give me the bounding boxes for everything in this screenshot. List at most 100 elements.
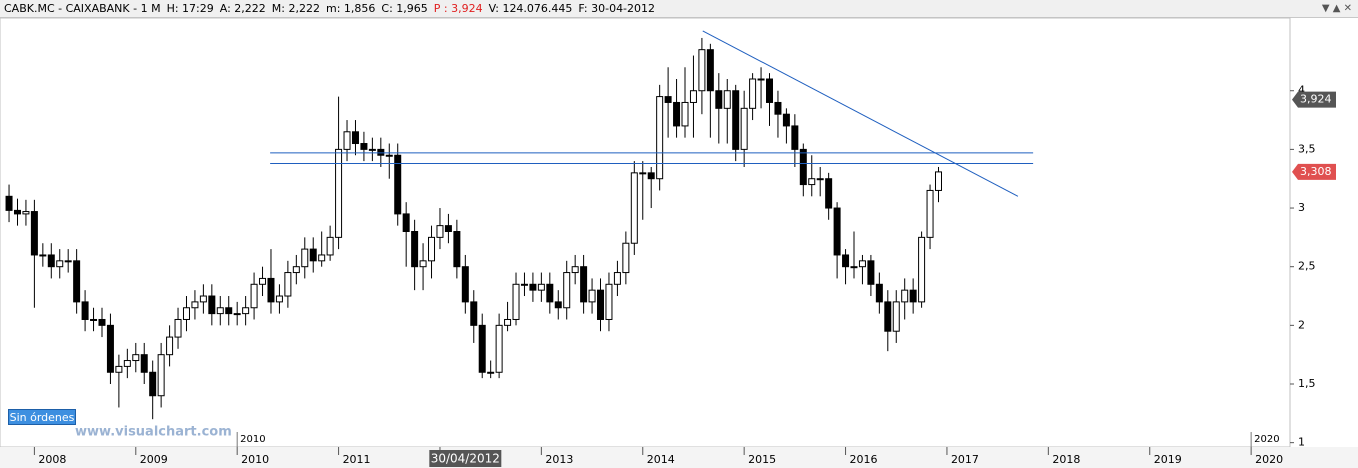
y-tick-label: 1 xyxy=(1298,436,1305,449)
candle-body xyxy=(782,113,790,127)
price-tag xyxy=(1292,91,1336,108)
candle-body xyxy=(453,231,461,268)
y-tick-label: 2,5 xyxy=(1298,260,1316,273)
candle-body xyxy=(428,236,436,262)
candle-body xyxy=(309,248,317,262)
candle-body xyxy=(470,301,478,326)
y-tick-label: 3 xyxy=(1298,201,1305,214)
candle-body xyxy=(613,272,621,285)
y-tick-label: 2 xyxy=(1298,318,1305,331)
candle-body xyxy=(250,283,258,309)
candle-body xyxy=(689,90,697,103)
candle-body xyxy=(419,260,427,268)
header-field: V: 124.076.445 xyxy=(488,2,573,15)
candle-body xyxy=(630,172,638,244)
candle-body xyxy=(571,266,579,274)
x-tick-label: 2014 xyxy=(647,453,675,466)
y-tick-label: 4 xyxy=(1298,84,1305,97)
candle-body xyxy=(360,143,368,150)
candle-body xyxy=(351,131,359,145)
x-tick-label: 2013 xyxy=(545,453,573,466)
candle-body xyxy=(563,272,571,309)
candle-body xyxy=(157,354,165,397)
candle-body xyxy=(284,272,292,297)
candle-body xyxy=(377,148,385,156)
candle-body xyxy=(706,49,714,92)
candle-body xyxy=(191,301,199,309)
price-tag-label: 3,308 xyxy=(1300,165,1332,178)
x-tick-label: 2015 xyxy=(748,453,776,466)
candle-body xyxy=(892,301,900,332)
candle-body xyxy=(622,242,630,274)
candle-body xyxy=(368,148,376,151)
candle-body xyxy=(140,354,148,373)
x-tick-label: 2020 xyxy=(1255,453,1283,466)
y-tick-label: 3,5 xyxy=(1298,142,1316,155)
candle-body xyxy=(123,360,131,367)
candle-body xyxy=(520,283,528,286)
candle-body xyxy=(436,225,444,238)
candle-body xyxy=(791,125,799,150)
orders-button[interactable]: Sin órdenes xyxy=(8,409,76,425)
candle-body xyxy=(909,289,917,303)
marker-label: 2010 xyxy=(240,434,265,445)
candle-body xyxy=(259,277,267,285)
candle-body xyxy=(242,307,250,315)
candle-body xyxy=(444,225,452,232)
candle-body xyxy=(216,307,224,315)
candle-body xyxy=(166,336,174,356)
x-tick-label: 2017 xyxy=(951,453,979,466)
candle-body xyxy=(766,78,774,103)
candle-body xyxy=(478,324,486,373)
candle-body xyxy=(81,301,89,320)
marker-label: 2020 xyxy=(1254,434,1279,445)
candle-body xyxy=(816,178,824,181)
candle-body xyxy=(588,289,596,303)
candle-body xyxy=(495,324,503,373)
candle-body xyxy=(808,178,816,186)
candle-body xyxy=(385,154,393,157)
candle-body xyxy=(98,318,106,326)
x-tick-label: 2011 xyxy=(343,453,371,466)
candle-body xyxy=(64,260,72,263)
candle-body xyxy=(850,266,858,269)
candle-body xyxy=(487,371,495,374)
candle-body xyxy=(554,301,562,309)
x-tick-label: 2009 xyxy=(140,453,168,466)
x-tick-label: 2016 xyxy=(850,453,878,466)
candle-body xyxy=(926,189,934,238)
candle-body xyxy=(867,260,875,285)
candle-body xyxy=(106,324,114,373)
candle-body xyxy=(639,172,647,175)
candle-body xyxy=(918,236,926,303)
header-field: M: 2,222 xyxy=(271,2,320,15)
candle-body xyxy=(225,307,233,315)
candle-body xyxy=(656,96,664,180)
candle-body xyxy=(833,207,841,256)
candle-body xyxy=(73,260,81,303)
header-field: C: 1,965 xyxy=(381,2,428,15)
candle-body xyxy=(208,295,216,315)
candle-body xyxy=(774,101,782,115)
drawn-line xyxy=(702,30,1019,197)
candle-body xyxy=(529,283,537,291)
candle-body xyxy=(411,231,419,268)
candle-body xyxy=(842,254,850,268)
candle-body xyxy=(39,254,47,257)
candle-body xyxy=(199,295,207,303)
candle-body xyxy=(934,171,942,191)
candle-body xyxy=(115,365,123,373)
candle-body xyxy=(461,266,469,303)
candle-body xyxy=(664,96,672,103)
x-tick-label: 2008 xyxy=(38,453,66,466)
x-axis-band xyxy=(0,447,1358,468)
candle-body xyxy=(394,154,402,215)
x-tick-label: 2010 xyxy=(241,453,269,466)
candle-body xyxy=(681,101,689,127)
window-buttons[interactable]: ▼ ▲ ✕ xyxy=(1321,3,1352,14)
candle-body xyxy=(597,289,605,320)
candle-body xyxy=(504,318,512,326)
candle-body xyxy=(47,254,55,268)
